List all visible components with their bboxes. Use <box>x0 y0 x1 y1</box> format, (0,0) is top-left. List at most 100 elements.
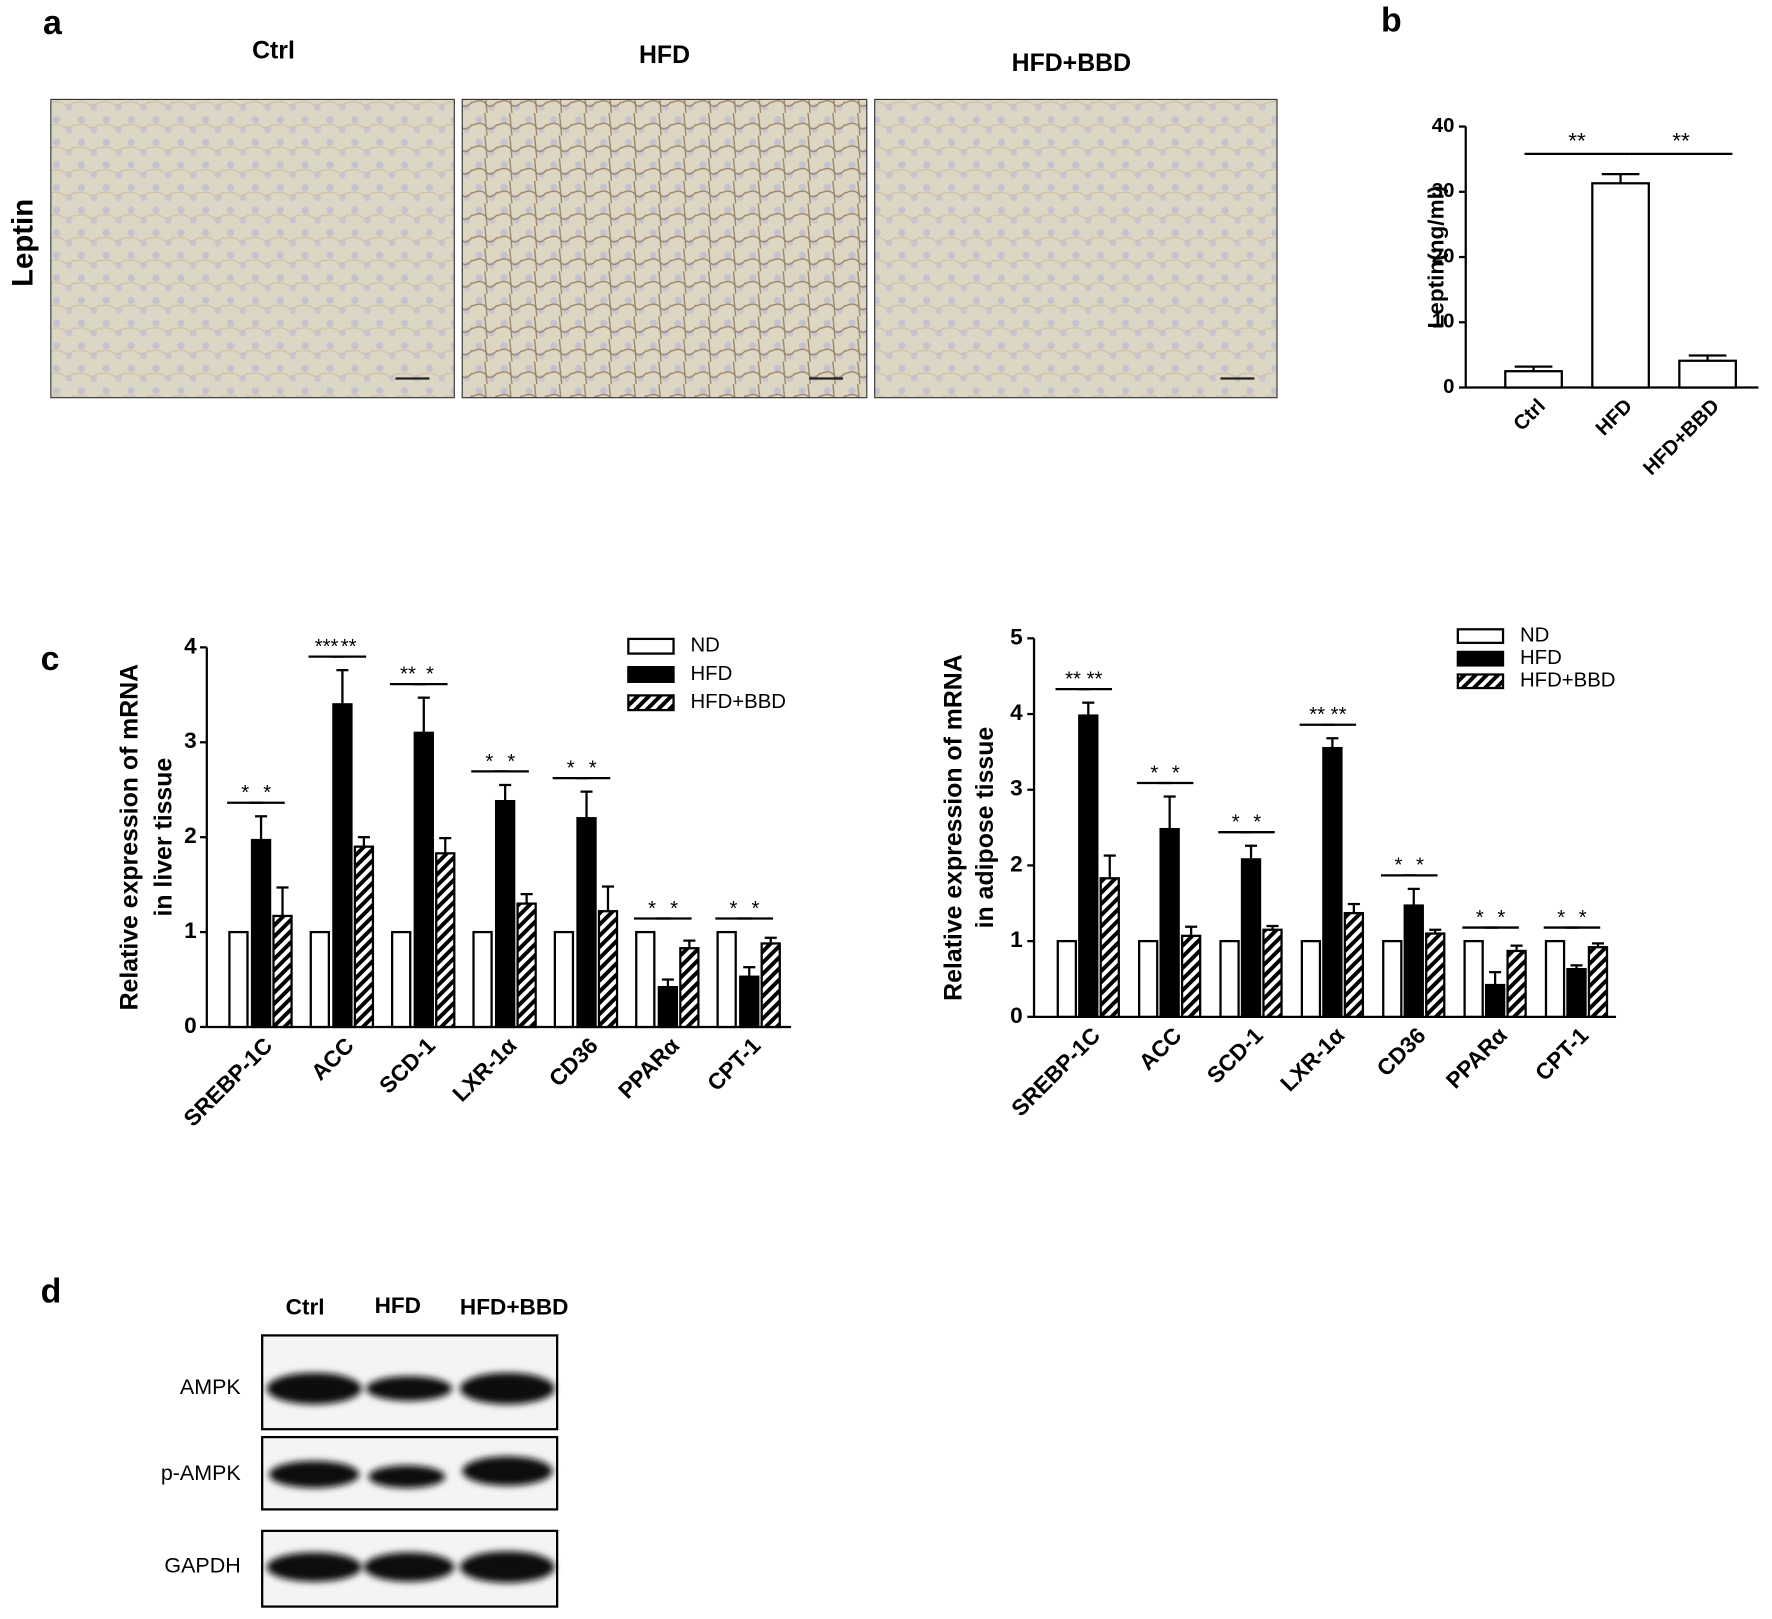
x-tick-label: SREBP-1C <box>1007 1023 1105 1121</box>
significance-label: * <box>589 757 597 779</box>
bar <box>1678 359 1737 389</box>
significance-label: ** <box>1568 129 1586 154</box>
significance-label: ** <box>1672 129 1690 154</box>
bar <box>716 930 737 1029</box>
significance-label: * <box>1497 907 1505 929</box>
x-tick-label: CD36 <box>1372 1023 1431 1081</box>
x-tick-label: Ctrl <box>1510 395 1550 435</box>
error-bar <box>1688 354 1727 361</box>
y-tick-label: 3 <box>1010 776 1023 801</box>
column-label: HFD <box>375 1293 421 1318</box>
error-bar <box>499 783 512 802</box>
bar <box>391 930 412 1029</box>
y-tick-label: 0 <box>184 1013 197 1038</box>
bar <box>435 852 456 1029</box>
row-label: AMPK <box>180 1375 241 1399</box>
y-tick-label: 0 <box>1443 376 1454 398</box>
bar <box>739 975 760 1029</box>
error-bar <box>520 892 533 904</box>
y-tick-label: 1 <box>1010 927 1023 952</box>
significance-label: * <box>1579 907 1587 929</box>
bar <box>1099 877 1120 1018</box>
bar <box>413 731 434 1029</box>
x-tick-label: LXR-1α <box>1276 1023 1350 1097</box>
y-tick-label: 2 <box>1010 851 1023 876</box>
legend-swatch <box>627 666 675 683</box>
significance-label: ** <box>1065 668 1081 690</box>
y-tick-label: 20 <box>1432 245 1455 267</box>
error-bar <box>1510 944 1523 951</box>
significance-label: *** <box>315 636 339 658</box>
error-bar <box>1489 971 1502 986</box>
bar <box>250 838 272 1029</box>
bar <box>576 817 597 1029</box>
significance-label: ** <box>400 663 416 685</box>
bar <box>760 942 781 1029</box>
error-bar <box>601 885 615 912</box>
row-label: GAPDH <box>164 1554 240 1578</box>
error-bar <box>417 696 430 733</box>
x-tick-label: SCD-1 <box>1202 1023 1268 1089</box>
significance-label: ** <box>341 636 357 658</box>
x-tick-label: LXR-1α <box>448 1033 522 1107</box>
error-bar <box>743 966 756 977</box>
x-tick-label: HFD <box>1592 395 1637 440</box>
bar <box>332 703 353 1029</box>
error-bar <box>1326 737 1339 749</box>
y-tick-label: 1 <box>184 918 197 943</box>
bar <box>1506 949 1527 1018</box>
y-axis-label: Leptin(ng/ml) <box>1423 186 1448 329</box>
bar <box>353 845 375 1029</box>
y-axis-label: in liver tissue <box>151 758 178 917</box>
row-label: p-AMPK <box>161 1461 242 1485</box>
y-tick-label: 4 <box>1010 700 1023 725</box>
bar <box>1159 827 1180 1018</box>
y-tick-label: 4 <box>184 633 197 658</box>
bar <box>1343 911 1365 1018</box>
error-bar <box>1407 887 1420 906</box>
y-tick-label: 40 <box>1432 115 1455 137</box>
significance-label: * <box>1416 855 1424 877</box>
x-tick-label: SCD-1 <box>374 1033 440 1099</box>
column-label: Ctrl <box>252 38 295 65</box>
legend-label: HFD <box>1520 647 1562 669</box>
significance-label: * <box>426 663 434 685</box>
y-tick-label: 0 <box>1010 1003 1023 1028</box>
bar <box>516 902 537 1029</box>
bar <box>1078 714 1099 1018</box>
error-bar <box>1266 924 1279 930</box>
significance-label: * <box>567 757 575 779</box>
error-bar <box>336 669 349 705</box>
panel-label: a <box>43 4 63 42</box>
significance-label: * <box>729 898 737 920</box>
bar <box>1544 939 1566 1018</box>
bar <box>1138 939 1159 1018</box>
error-bar <box>683 939 696 949</box>
error-bar <box>1244 844 1258 860</box>
x-tick-label: CPT-1 <box>1530 1023 1593 1086</box>
error-bar <box>661 978 674 988</box>
column-label: HFD+BBD <box>1012 50 1131 77</box>
bar <box>272 914 293 1029</box>
bar <box>494 799 516 1029</box>
bar <box>1587 946 1609 1018</box>
bar <box>657 985 679 1029</box>
legend-swatch <box>627 694 675 712</box>
bar <box>1591 182 1650 389</box>
x-tick-label: CD36 <box>544 1033 603 1091</box>
significance-label: * <box>1232 812 1240 834</box>
legend-label: HFD+BBD <box>1520 670 1615 692</box>
significance-label: * <box>670 898 678 920</box>
error-bar <box>1429 928 1442 934</box>
y-tick-label: 10 <box>1432 311 1455 333</box>
legend-label: ND <box>1520 624 1549 646</box>
bar <box>1382 939 1403 1018</box>
error-bar <box>764 936 777 944</box>
micrograph <box>461 98 868 399</box>
x-tick-label: HFD+BBD <box>1639 395 1724 480</box>
significance-label: * <box>241 782 249 804</box>
bar <box>1403 904 1424 1018</box>
bar <box>1180 934 1202 1018</box>
significance-label: * <box>752 898 760 920</box>
